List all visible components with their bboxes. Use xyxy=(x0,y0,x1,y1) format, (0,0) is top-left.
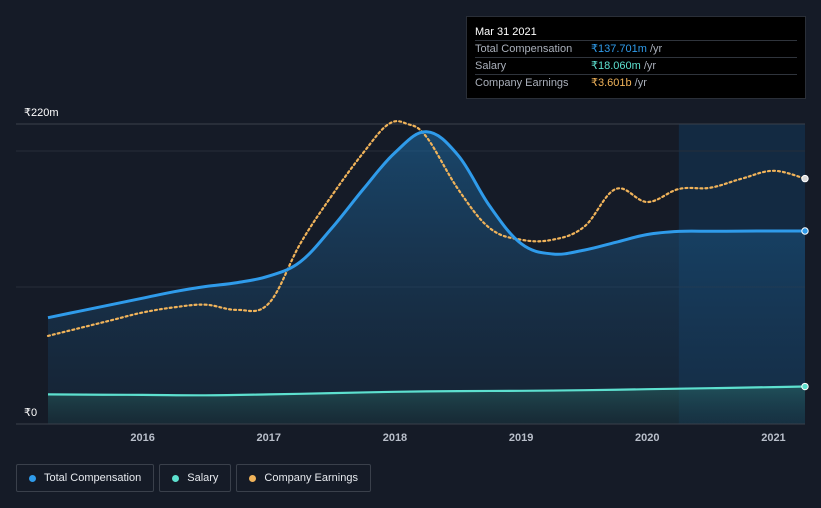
legend-dot-icon xyxy=(249,474,257,482)
x-tick-label: 2018 xyxy=(383,432,407,444)
y-axis-top-label: ₹220m xyxy=(24,107,59,119)
tooltip-value: ₹3.601b xyxy=(591,77,632,89)
tooltip-row-company-earnings: Company Earnings ₹3.601b /yr xyxy=(475,75,797,92)
x-tick-label: 2017 xyxy=(257,432,281,444)
legend: Total Compensation Salary Company Earnin… xyxy=(16,464,371,492)
tooltip-unit: /yr xyxy=(643,60,657,72)
company-earnings-line xyxy=(46,120,807,337)
tooltip-label: Company Earnings xyxy=(475,77,569,89)
x-tick-label: 2019 xyxy=(509,432,533,444)
total-compensation-end-marker xyxy=(801,227,809,235)
total-compensation-area xyxy=(48,131,805,424)
tooltip-label: Salary xyxy=(475,60,507,72)
tooltip-row-total-compensation: Total Compensation ₹137.701m /yr xyxy=(475,41,797,58)
legend-item-company-earnings[interactable]: Company Earnings xyxy=(236,464,371,492)
tooltip-value: ₹137.701m xyxy=(591,43,647,55)
tooltip-unit: /yr xyxy=(649,43,663,55)
x-tick-label: 2020 xyxy=(635,432,659,444)
x-axis-ticks: 2016 2017 2018 2019 2020 2021 xyxy=(130,432,785,444)
x-tick-label: 2016 xyxy=(130,432,154,444)
tooltip-row-salary: Salary ₹18.060m /yr xyxy=(475,58,797,75)
y-axis-zero-label: ₹0 xyxy=(24,407,37,419)
total-compensation-line xyxy=(47,130,805,320)
tooltip: Mar 31 2021 Total Compensation ₹137.701m… xyxy=(466,16,806,99)
legend-label: Total Compensation xyxy=(44,472,142,484)
end-markers xyxy=(801,174,809,391)
company-earnings-end-marker xyxy=(801,174,809,183)
tooltip-value: ₹18.060m xyxy=(591,60,641,72)
tooltip-unit: /yr xyxy=(634,77,647,89)
legend-item-salary[interactable]: Salary xyxy=(159,464,232,492)
salary-line xyxy=(47,385,806,397)
salary-end-marker xyxy=(801,382,809,391)
x-tick-label: 2021 xyxy=(761,432,785,444)
legend-label: Company Earnings xyxy=(264,472,358,484)
legend-label: Salary xyxy=(187,472,219,484)
legend-dot-icon xyxy=(29,474,36,482)
tooltip-date: Mar 31 2021 xyxy=(475,24,797,41)
legend-dot-icon xyxy=(172,474,180,482)
tooltip-label: Total Compensation xyxy=(475,43,573,55)
legend-item-total-compensation[interactable]: Total Compensation xyxy=(16,464,155,492)
